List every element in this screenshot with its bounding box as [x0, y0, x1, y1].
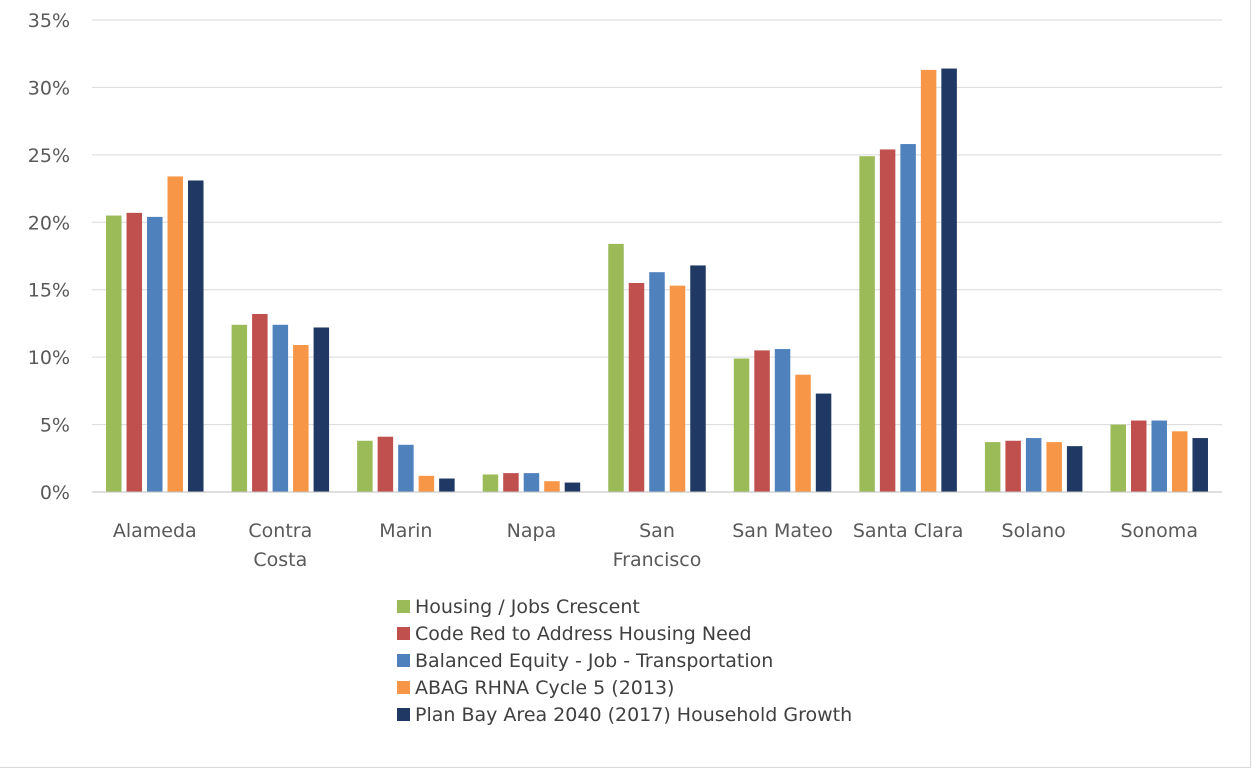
y-tick-label: 20%: [28, 212, 70, 234]
x-category-label: Santa Clara: [853, 520, 964, 542]
bar: [167, 176, 184, 493]
bar: [1110, 424, 1126, 492]
bar: [313, 327, 330, 492]
bar: [272, 324, 289, 492]
legend-label: ABAG RHNA Cycle 5 (2013): [415, 676, 675, 699]
x-category-label: Alameda: [113, 520, 197, 542]
x-axis-categories: Alameda Contra Costa Marin Napa San Francisco S…: [113, 520, 1198, 571]
bar: [188, 180, 204, 493]
bar: [147, 216, 163, 493]
bar: [544, 481, 560, 492]
bar: [1025, 438, 1042, 492]
bar: [815, 393, 832, 492]
legend-item: Balanced Equity - Job - Transportation: [397, 647, 852, 674]
bar: [231, 324, 248, 492]
bar: [398, 444, 414, 492]
bar: [608, 243, 624, 492]
bar: [920, 69, 937, 492]
y-axis-ticks: 0% 5% 10% 15% 20% 25% 30% 35%: [28, 10, 70, 504]
x-category-label: Solano: [1002, 520, 1066, 542]
bar: [941, 68, 957, 492]
y-tick-label: 0%: [40, 482, 70, 504]
bar: [1192, 438, 1208, 492]
x-category-label: Contra Costa: [248, 520, 312, 571]
legend-swatch: [397, 600, 410, 613]
y-tick-label: 30%: [28, 77, 70, 99]
bar: [628, 282, 645, 492]
bar: [564, 482, 581, 492]
legend: Housing / Jobs Crescent Code Red to Addre…: [397, 593, 852, 728]
bar: [439, 478, 455, 492]
bar: [795, 374, 811, 492]
bar: [754, 350, 770, 492]
legend-swatch: [397, 654, 410, 667]
bars: [106, 68, 1208, 493]
bar: [690, 265, 706, 492]
bar: [482, 474, 499, 492]
bar: [126, 212, 143, 493]
y-tick-label: 10%: [28, 347, 70, 369]
y-tick-label: 35%: [28, 10, 70, 32]
bar: [418, 475, 435, 492]
legend-swatch: [397, 708, 410, 721]
bar: [1066, 446, 1083, 492]
bar: [1130, 420, 1147, 492]
bar: [733, 358, 750, 492]
bar: [774, 349, 791, 492]
bar: [357, 440, 373, 492]
legend-label: Housing / Jobs Crescent: [415, 595, 640, 618]
legend-label: Code Red to Address Housing Need: [415, 622, 752, 645]
bar: [669, 285, 686, 492]
bar: [523, 473, 540, 492]
y-tick-label: 25%: [28, 145, 70, 167]
bar: [293, 345, 309, 492]
bar: [984, 442, 1001, 492]
x-category-label: San Mateo: [732, 520, 833, 542]
y-tick-label: 15%: [28, 280, 70, 302]
x-category-label: San Francisco: [613, 520, 702, 571]
legend-item: Code Red to Address Housing Need: [397, 620, 852, 647]
x-category-label: Napa: [507, 520, 557, 542]
bar: [879, 149, 896, 492]
x-category-label: Sonoma: [1120, 520, 1198, 542]
bar: [649, 272, 665, 492]
bar: [1005, 440, 1021, 492]
bar: [106, 215, 122, 493]
legend-swatch: [397, 681, 410, 694]
y-tick-label: 5%: [40, 415, 70, 437]
bar: [252, 313, 268, 492]
legend-item: Plan Bay Area 2040 (2017) Household Grow…: [397, 701, 852, 728]
bar: [503, 473, 519, 492]
legend-label: Balanced Equity - Job - Transportation: [415, 649, 774, 672]
legend-item: ABAG RHNA Cycle 5 (2013): [397, 674, 852, 701]
legend-swatch: [397, 627, 410, 640]
x-category-label: Marin: [379, 520, 432, 542]
bar: [377, 436, 394, 492]
legend-item: Housing / Jobs Crescent: [397, 593, 852, 620]
bar: [1046, 442, 1062, 492]
bar: [859, 156, 875, 492]
bar: [1171, 431, 1188, 492]
bar: [900, 144, 916, 492]
legend-label: Plan Bay Area 2040 (2017) Household Grow…: [415, 703, 853, 726]
bar: [1151, 420, 1167, 492]
